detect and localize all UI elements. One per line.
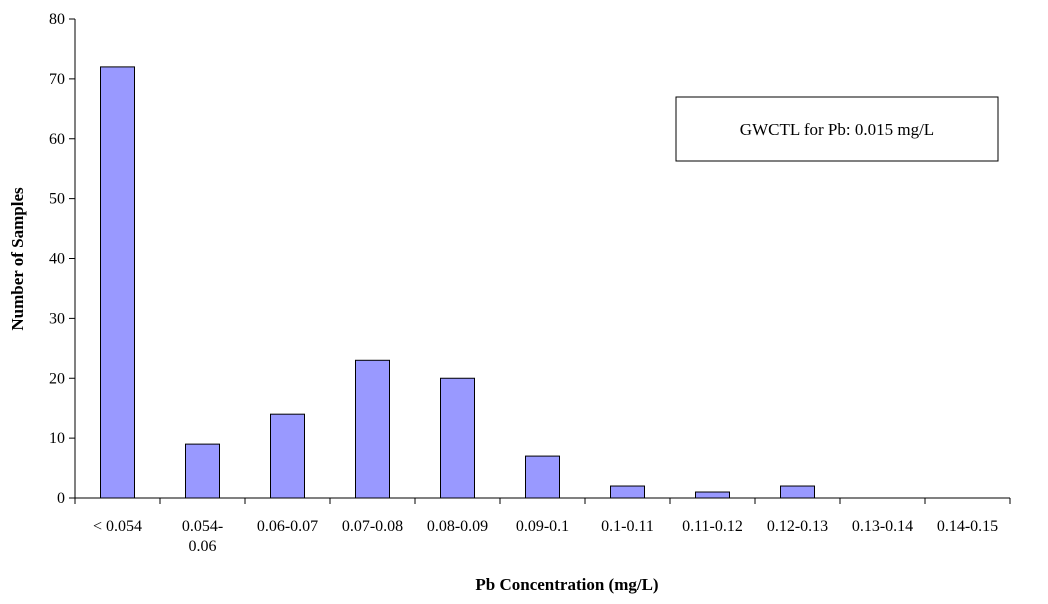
x-tick-label: 0.13-0.14 [852,518,913,535]
y-tick-label: 10 [49,430,65,447]
y-axis-ticks: 0 10 20 30 40 50 60 70 80 [49,11,75,507]
y-tick-label: 0 [57,490,65,507]
x-axis-title: Pb Concentration (mg/L) [475,575,658,594]
x-tick-label: < 0.054 [93,518,142,535]
y-tick-label: 30 [49,310,65,327]
y-tick-label: 50 [49,191,65,208]
x-tick-label: 0.08-0.09 [427,518,488,535]
y-tick-label: 20 [49,370,65,387]
annotation-box: GWCTL for Pb: 0.015 mg/L [675,96,999,162]
x-tick-label: 0.11-0.12 [682,518,743,535]
y-tick-label: 70 [49,71,65,88]
y-tick-label: 80 [49,11,65,28]
x-tick-label: 0.054-0.06 [182,518,223,555]
x-tick-label: 0.14-0.15 [937,518,998,535]
annotation-frame [675,96,999,162]
annotation-text: GWCTL for Pb: 0.015 mg/L [740,120,934,139]
bar [185,443,220,499]
bar [610,485,645,499]
y-tick-label: 60 [49,131,65,148]
bar [355,359,390,499]
x-tick-label: 0.12-0.13 [767,518,828,535]
bars [100,66,815,499]
x-tick-label: 0.1-0.11 [601,518,654,535]
bar [780,485,815,499]
x-tick-label: 0.06-0.07 [257,518,318,535]
bar [270,413,305,499]
x-tick-label: 0.07-0.08 [342,518,403,535]
y-axis-title: Number of Samples [8,187,27,331]
bar [100,66,135,499]
y-tick-label: 40 [49,251,65,268]
bar [695,491,730,499]
x-axis-ticks: < 0.054 0.054-0.06 0.06-0.07 0.07-0.08 0.08-… [74,498,1011,555]
bar [440,377,475,499]
x-tick-label: 0.09-0.1 [516,518,569,535]
bar [525,455,560,499]
